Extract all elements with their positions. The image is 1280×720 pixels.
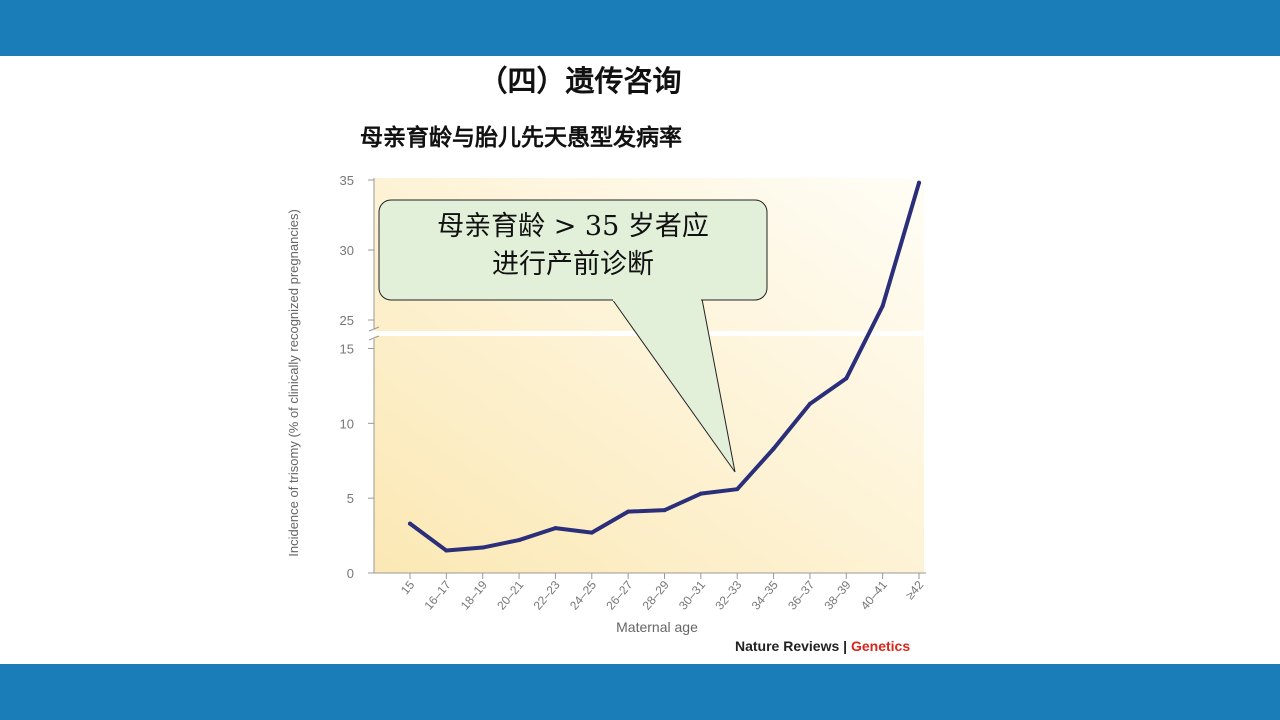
slide-title: （四）遗传咨询 [478,64,682,98]
x-tick-label: 32–33 [712,578,744,613]
callout-line-1: 母亲育龄 > 35 岁者应 [437,211,709,242]
data-point [517,538,522,543]
x-tick-label: 34–35 [749,578,781,613]
x-tick-label: 30–31 [676,578,708,613]
data-point [917,180,921,185]
data-point [408,521,412,526]
x-tick-label: 16–17 [421,578,453,613]
y-tick-label: 10 [340,416,354,431]
data-point [589,530,594,535]
data-point [880,304,885,308]
x-tick-label: 22–23 [531,578,563,613]
data-point [480,545,485,550]
data-point [771,446,776,451]
data-point [553,526,558,531]
callout-text: 母亲育龄 > 35 岁者应 进行产前诊断 [380,208,766,284]
callout-tail [611,298,736,473]
source-journal: Nature Reviews [735,638,840,654]
callout-box [378,199,768,301]
data-point [735,487,740,492]
data-point [844,376,849,381]
x-tick-label: 26–27 [603,578,635,613]
y-tick-label: 30 [340,243,354,258]
x-tick-label: 15 [398,578,418,597]
footer-band [0,664,1280,720]
source-credit: Nature Reviews | Genetics [735,638,910,654]
axis-break-mark [368,326,380,341]
header-band [0,0,1280,56]
y-tick-label: 15 [340,341,354,356]
x-tick-label: ≥42 [903,578,927,603]
data-point [662,508,667,513]
x-tick-label: 18–19 [458,578,490,613]
data-point [626,509,631,514]
x-axis-title: Maternal age [616,619,698,635]
y-tick-label: 5 [347,491,354,506]
x-tick-label: 38–39 [821,578,853,613]
y-axis-title: Incidence of trisomy (% of clinically re… [286,209,301,557]
source-section: Genetics [850,638,911,654]
slide-subtitle: 母亲育龄与胎儿先天愚型发病率 [360,125,682,151]
y-tick-label: 25 [340,313,354,328]
x-tick-label: 24–25 [567,578,599,613]
source-separator: | [843,638,848,654]
x-tick-label: 40–41 [858,578,890,613]
y-tick-label: 0 [347,566,354,581]
x-tick-label: 28–29 [640,578,672,613]
y-tick-label: 35 [340,173,354,188]
x-tick-label: 20–21 [494,578,526,613]
data-point [807,401,812,406]
x-tick-label: 36–37 [785,578,817,613]
callout-line-2: 进行产前诊断 [492,249,654,280]
data-point [698,491,703,496]
data-point [444,548,449,553]
